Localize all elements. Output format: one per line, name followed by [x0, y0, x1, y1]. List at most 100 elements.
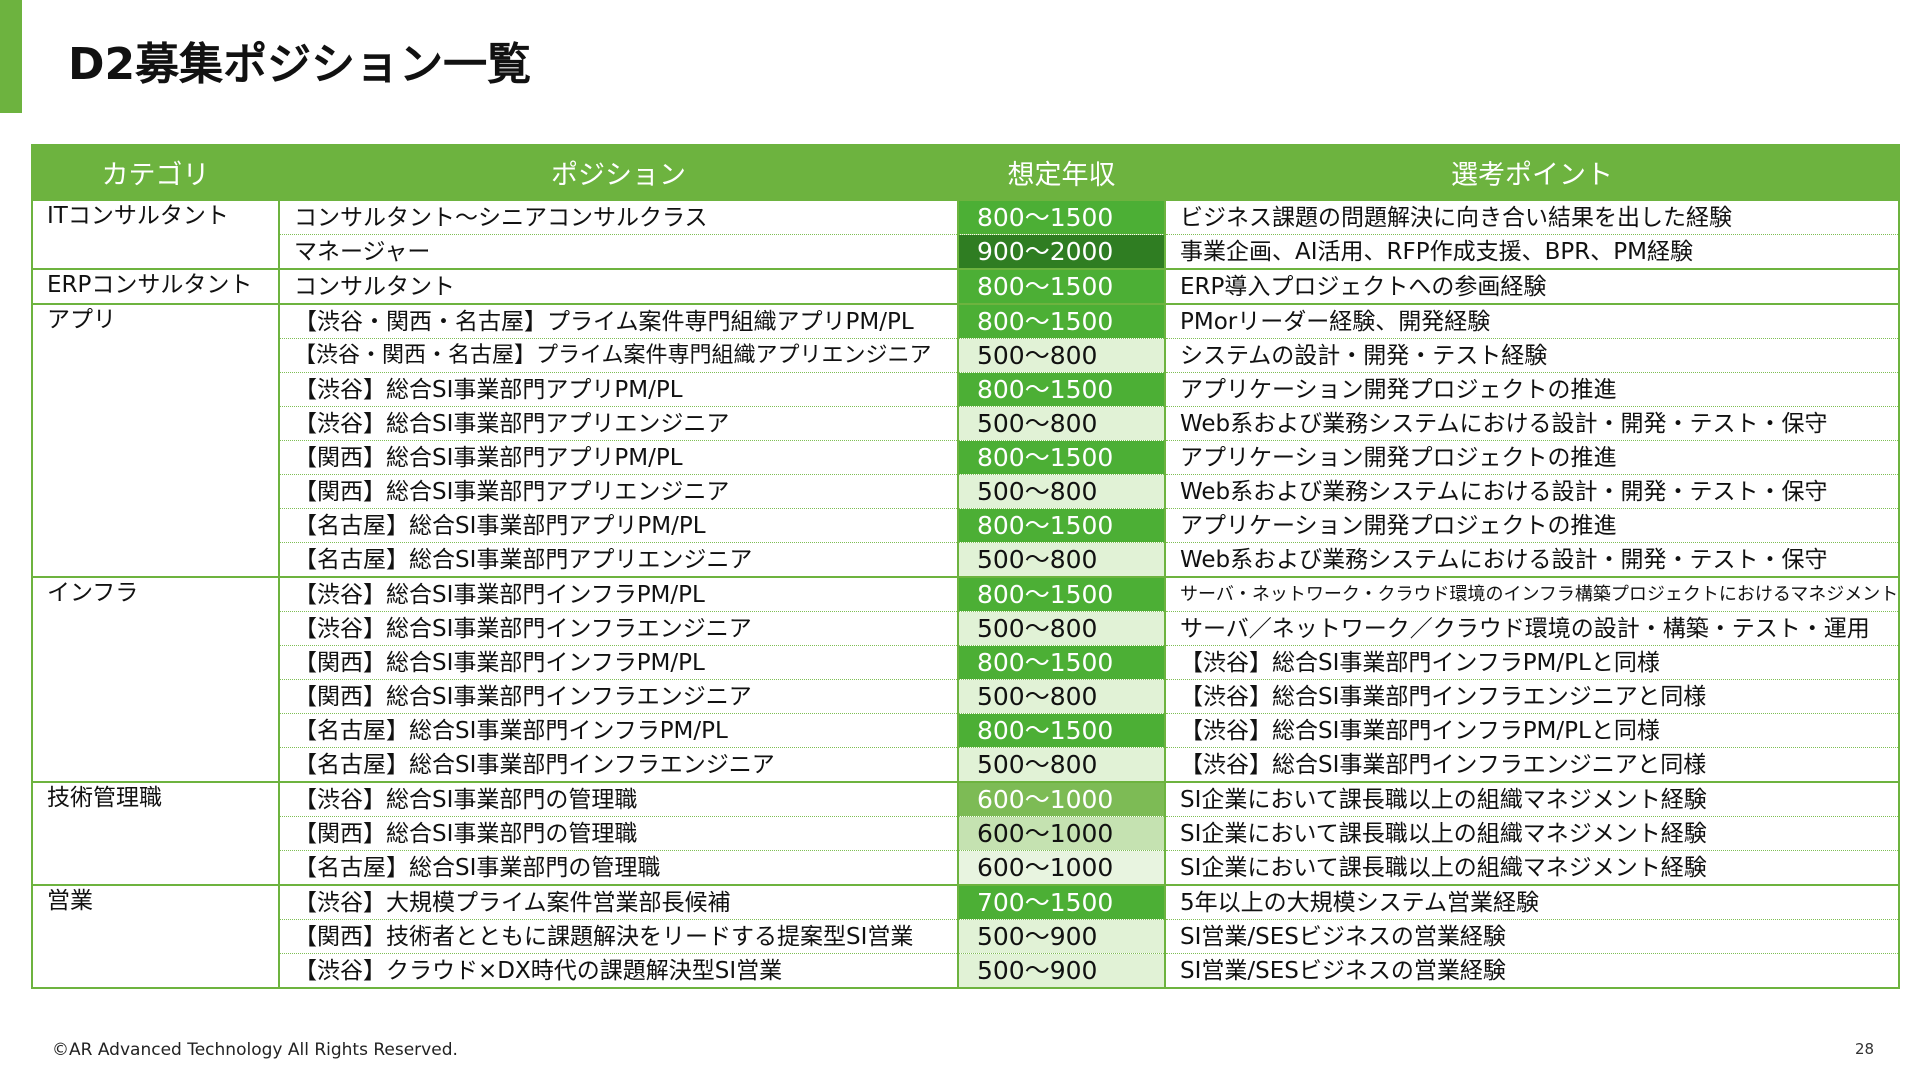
positions-table: カテゴリ ポジション 想定年収 選考ポイント ITコンサルタント コンサルタント～シニア…: [31, 144, 1900, 989]
header-row: カテゴリ ポジション 想定年収 選考ポイント: [31, 144, 1900, 201]
table-row: 【渋谷】総合SI事業部門インフラエンジニア 500～800 サーバ／ネットワーク／ク…: [32, 611, 1900, 646]
salary-cell: 800～1500: [957, 372, 1166, 407]
table-row: 営業 【渋谷】大規模プライム案件営業部長候補 700～1500 5年以上の大規模システ…: [31, 885, 1900, 989]
column-header: 選考ポイント: [1164, 144, 1900, 201]
salary-cell: 500～900: [957, 919, 1166, 954]
point-cell: アプリケーション開発プロジェクトの推進: [1164, 440, 1900, 475]
salary-cell: 800～1500: [957, 645, 1166, 680]
salary-cell: 800～1500: [957, 577, 1166, 612]
table-row: インフラ 【渋谷】総合SI事業部門インフラPM/PL 800～1500 サーバ・ネット…: [31, 577, 1900, 783]
category-cell: 営業: [31, 885, 280, 989]
position-cell: コンサルタント～シニアコンサルクラス: [278, 200, 959, 235]
position-cell: 【渋谷】クラウド×DX時代の課題解決型SI営業: [278, 953, 959, 989]
point-cell: Web系および業務システムにおける設計・開発・テスト・保守: [1164, 474, 1900, 509]
position-cell: 【渋谷・関西・名古屋】プライム案件専門組織アプリエンジニア: [278, 338, 959, 373]
position-cell: 【渋谷】総合SI事業部門アプリPM/PL: [278, 372, 959, 407]
salary-cell: 800～1500: [957, 269, 1166, 305]
category-cell: ERPコンサルタント: [31, 269, 280, 305]
category-cell: ITコンサルタント: [31, 200, 280, 270]
table-row: ITコンサルタント コンサルタント～シニアコンサルクラス 800～1500 ビジネス課…: [31, 200, 1900, 270]
category-cell: インフラ: [31, 577, 280, 783]
table-row: ERPコンサルタント コンサルタント 800～1500 ERP導入プロジェクトへの参画…: [31, 269, 1900, 305]
table-row: マネージャー 900～2000 事業企画、AI活用、RFP作成支援、BPR、PM経験: [32, 234, 1900, 270]
position-cell: 【名古屋】総合SI事業部門アプリエンジニア: [278, 542, 959, 578]
point-cell: 【渋谷】総合SI事業部門インフラPM/PLと同様: [1164, 645, 1900, 680]
position-cell: 【渋谷】総合SI事業部門の管理職: [278, 782, 959, 817]
slide-title: D2募集ポジション一覧: [68, 39, 532, 90]
table-row: 【名古屋】総合SI事業部門の管理職 600～1000 SI企業において課長職以上の組…: [32, 850, 1900, 886]
table-row: 【名古屋】総合SI事業部門アプリエンジニア 500～800 Web系および業務システ…: [32, 542, 1900, 578]
point-cell: 5年以上の大規模システム営業経験: [1164, 885, 1900, 920]
table-row: 【渋谷】総合SI事業部門アプリPM/PL 800～1500 アプリケーション開発プロ…: [32, 372, 1900, 407]
position-cell: 【渋谷】大規模プライム案件営業部長候補: [278, 885, 959, 920]
point-cell: SI企業において課長職以上の組織マネジメント経験: [1164, 816, 1900, 851]
salary-cell: 500～800: [957, 406, 1166, 441]
point-cell: システムの設計・開発・テスト経験: [1164, 338, 1900, 373]
point-cell: アプリケーション開発プロジェクトの推進: [1164, 372, 1900, 407]
point-cell: 【渋谷】総合SI事業部門インフラPM/PLと同様: [1164, 713, 1900, 748]
category-cell: アプリ: [31, 304, 280, 578]
position-cell: 【渋谷】総合SI事業部門インフラPM/PL: [278, 577, 959, 612]
salary-cell: 500～800: [957, 747, 1166, 783]
position-cell: 【名古屋】総合SI事業部門インフラエンジニア: [278, 747, 959, 783]
table-row: 【関西】総合SI事業部門アプリエンジニア 500～800 Web系および業務システム…: [32, 474, 1900, 509]
table-row: 【関西】技術者とともに課題解決をリードする提案型SI営業 500～900 SI営業/…: [32, 919, 1900, 954]
table-row: アプリ 【渋谷・関西・名古屋】プライム案件専門組織アプリPM/PL 800～1500…: [31, 304, 1900, 578]
point-cell: 【渋谷】総合SI事業部門インフラエンジニアと同様: [1164, 747, 1900, 783]
salary-cell: 500～900: [957, 953, 1166, 989]
point-cell: SI企業において課長職以上の組織マネジメント経験: [1164, 782, 1900, 817]
point-cell: Web系および業務システムにおける設計・開発・テスト・保守: [1164, 542, 1900, 578]
salary-cell: 900～2000: [957, 234, 1166, 270]
point-cell: サーバ・ネットワーク・クラウド環境のインフラ構築プロジェクトにおけるマネジメント: [1164, 577, 1900, 612]
salary-cell: 500～800: [957, 474, 1166, 509]
salary-cell: 700～1500: [957, 885, 1166, 920]
salary-cell: 500～800: [957, 338, 1166, 373]
table-row: 【名古屋】総合SI事業部門アプリPM/PL 800～1500 アプリケーション開発プ…: [32, 508, 1900, 543]
position-cell: コンサルタント: [278, 269, 959, 305]
position-cell: 【渋谷】総合SI事業部門インフラエンジニア: [278, 611, 959, 646]
point-cell: 事業企画、AI活用、RFP作成支援、BPR、PM経験: [1164, 234, 1900, 270]
position-cell: マネージャー: [278, 234, 959, 270]
point-cell: ERP導入プロジェクトへの参画経験: [1164, 269, 1900, 305]
position-cell: 【名古屋】総合SI事業部門の管理職: [278, 850, 959, 886]
copyright: ©AR Advanced Technology All Rights Reser…: [52, 1040, 458, 1060]
point-cell: ビジネス課題の問題解決に向き合い結果を出した経験: [1164, 200, 1900, 235]
salary-cell: 800～1500: [957, 508, 1166, 543]
table-row: 【関西】総合SI事業部門の管理職 600～1000 SI企業において課長職以上の組織…: [32, 816, 1900, 851]
table-row: 【渋谷】クラウド×DX時代の課題解決型SI営業 500～900 SI営業/SESビジ…: [32, 953, 1900, 989]
page-number: 28: [1855, 1040, 1875, 1058]
point-cell: サーバ／ネットワーク／クラウド環境の設計・構築・テスト・運用: [1164, 611, 1900, 646]
point-cell: 【渋谷】総合SI事業部門インフラエンジニアと同様: [1164, 679, 1900, 714]
point-cell: SI営業/SESビジネスの営業経験: [1164, 953, 1900, 989]
position-cell: 【名古屋】総合SI事業部門アプリPM/PL: [278, 508, 959, 543]
salary-cell: 800～1500: [957, 440, 1166, 475]
point-cell: SI営業/SESビジネスの営業経験: [1164, 919, 1900, 954]
table-row: 【名古屋】総合SI事業部門インフラPM/PL 800～1500 【渋谷】総合SI事業…: [32, 713, 1900, 748]
salary-cell: 600～1000: [957, 850, 1166, 886]
table-row: 【関西】総合SI事業部門インフラPM/PL 800～1500 【渋谷】総合SI事業部…: [32, 645, 1900, 680]
accent-bar: [0, 0, 22, 113]
position-cell: 【関西】総合SI事業部門の管理職: [278, 816, 959, 851]
salary-cell: 800～1500: [957, 713, 1166, 748]
table-row: 技術管理職 【渋谷】総合SI事業部門の管理職 600～1000 SI企業において課長職…: [31, 782, 1900, 886]
category-cell: 技術管理職: [31, 782, 280, 886]
table-row: 【渋谷・関西・名古屋】プライム案件専門組織アプリエンジニア 500～800 システム…: [32, 338, 1900, 373]
table-row: 【渋谷】総合SI事業部門アプリエンジニア 500～800 Web系および業務システム…: [32, 406, 1900, 441]
position-cell: 【関西】総合SI事業部門アプリエンジニア: [278, 474, 959, 509]
point-cell: PMorリーダー経験、開発経験: [1164, 304, 1900, 339]
salary-cell: 800～1500: [957, 200, 1166, 235]
point-cell: SI企業において課長職以上の組織マネジメント経験: [1164, 850, 1900, 886]
position-cell: 【関西】技術者とともに課題解決をリードする提案型SI営業: [278, 919, 959, 954]
salary-cell: 600～1000: [957, 782, 1166, 817]
column-header: カテゴリ: [31, 144, 280, 201]
point-cell: Web系および業務システムにおける設計・開発・テスト・保守: [1164, 406, 1900, 441]
table-body: ITコンサルタント コンサルタント～シニアコンサルクラス 800～1500 ビジネス課…: [31, 200, 1900, 989]
position-cell: 【名古屋】総合SI事業部門インフラPM/PL: [278, 713, 959, 748]
salary-cell: 600～1000: [957, 816, 1166, 851]
salary-cell: 500～800: [957, 542, 1166, 578]
column-header: ポジション: [278, 144, 959, 201]
point-cell: アプリケーション開発プロジェクトの推進: [1164, 508, 1900, 543]
table-row: 【関西】総合SI事業部門アプリPM/PL 800～1500 アプリケーション開発プロ…: [32, 440, 1900, 475]
position-cell: 【渋谷・関西・名古屋】プライム案件専門組織アプリPM/PL: [278, 304, 959, 339]
